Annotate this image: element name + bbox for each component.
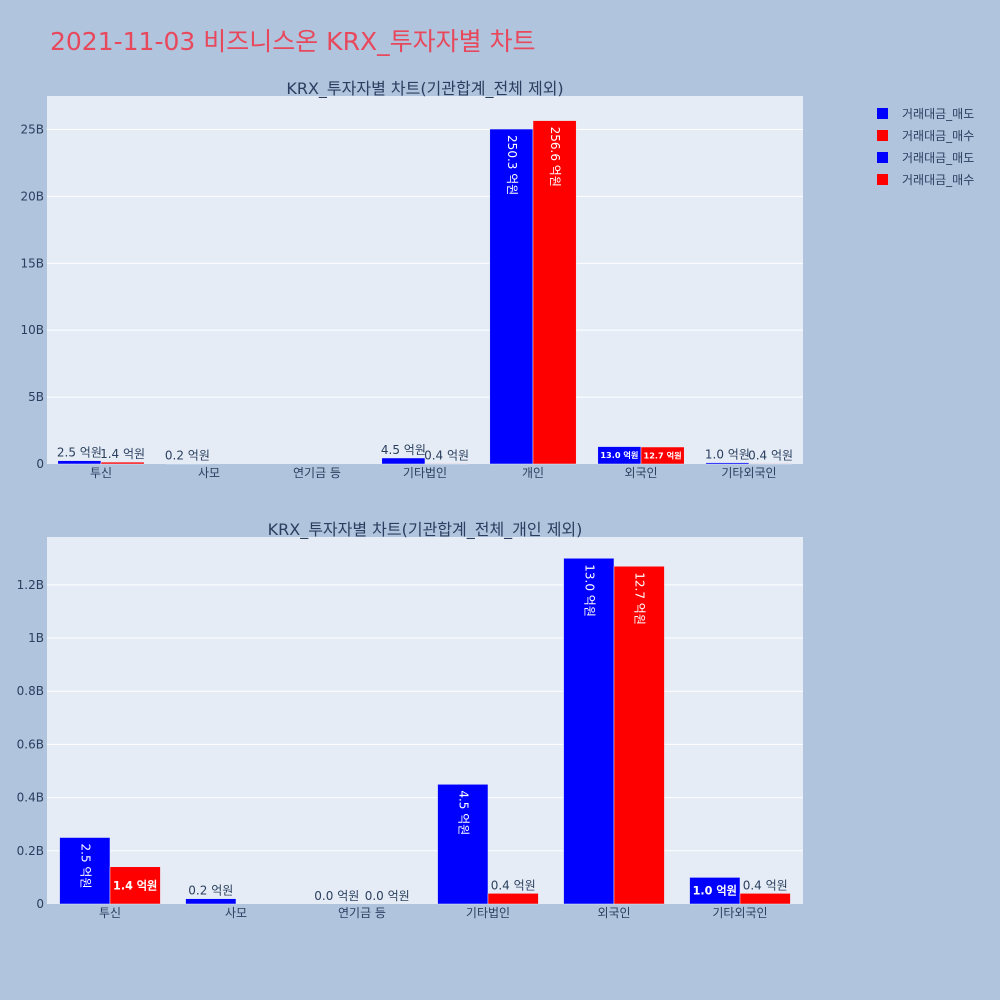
subplot-title: KRX_투자자별 차트(기관합계_전체_개인 제외) <box>268 520 583 540</box>
bar <box>437 784 489 905</box>
y-tick-label: 1.2B <box>17 578 44 592</box>
y-tick-label: 15B <box>20 256 44 270</box>
data-label: 0.2 억원 <box>165 449 210 463</box>
bar <box>59 837 111 905</box>
data-label: 0.4 억원 <box>424 448 469 462</box>
x-tick-label: 외국인 <box>624 466 657 480</box>
data-label: 2.5 억원 <box>78 844 92 889</box>
y-tick-label: 1B <box>28 631 44 645</box>
x-tick-label: 기타법인 <box>403 466 447 480</box>
chart-1: 0 5B 10B 15B 20B 25B KRX_투자자별 차트(기관합계_전체 제외) 투신… <box>20 79 803 480</box>
data-label: 13.0 억원 <box>582 564 596 617</box>
y-tick-label: 20B <box>20 189 44 203</box>
page-title: 2021-11-03 비즈니스온 KRX_투자자별 차트 <box>50 27 536 56</box>
x-tick-label: 사모 <box>198 466 220 480</box>
legend-label: 거래대금_매도 <box>902 151 974 165</box>
data-label: 1.4 억원 <box>100 447 145 461</box>
y-tick-label: 0.8B <box>17 684 44 698</box>
data-label: 13.0 억원 <box>600 450 638 460</box>
bar <box>100 461 145 465</box>
data-label: 0.0 억원 <box>314 889 359 903</box>
plot-area <box>47 537 803 904</box>
bar <box>563 558 615 905</box>
y-tick-label: 0.4B <box>17 791 44 805</box>
legend-label: 거래대금_매수 <box>902 173 974 187</box>
subplot-title: KRX_투자자별 차트(기관합계_전체 제외) <box>286 79 563 99</box>
bar <box>705 462 750 465</box>
x-tick-label: 기타외국인 <box>721 466 776 480</box>
data-label: 0.0 억원 <box>365 889 410 903</box>
bar <box>640 446 685 465</box>
data-label: 2.5 억원 <box>57 446 102 460</box>
legend-swatch <box>877 174 888 185</box>
bar <box>689 877 741 905</box>
x-tick-label: 투신 <box>90 466 112 480</box>
bar <box>424 463 469 465</box>
y-tick-label: 0 <box>36 897 44 911</box>
legend-label: 거래대금_매수 <box>902 129 974 143</box>
data-label: 4.5 억원 <box>381 443 426 457</box>
y-tick-label: 10B <box>20 323 44 337</box>
x-tick-label: 외국인 <box>597 906 630 920</box>
legend-swatch <box>877 152 888 163</box>
y-tick-label: 25B <box>20 122 44 136</box>
plot-area <box>47 96 803 464</box>
bar <box>532 120 577 465</box>
x-tick-label: 개인 <box>522 466 544 480</box>
data-label: 4.5 억원 <box>456 790 470 835</box>
data-label: 1.4 억원 <box>113 878 157 892</box>
chart-2: 0 0.2B 0.4B 0.6B 0.8B 1B 1.2B KRX_투자자별 차트(기관합계_… <box>17 520 803 920</box>
data-label: 250.3 억원 <box>505 135 519 195</box>
data-label: 0.4 억원 <box>743 878 788 892</box>
legend-label: 거래대금_매도 <box>902 107 974 121</box>
x-tick-label: 투신 <box>99 906 121 920</box>
data-label: 0.4 억원 <box>491 878 536 892</box>
bar <box>739 893 791 905</box>
x-tick-label: 연기금 등 <box>338 906 386 920</box>
data-label: 12.7 억원 <box>633 572 647 625</box>
x-tick-label: 연기금 등 <box>293 466 341 480</box>
bar <box>748 463 793 465</box>
bar <box>185 898 237 905</box>
bar <box>57 460 102 465</box>
bar <box>613 566 665 905</box>
y-tick-label: 0.2B <box>17 844 44 858</box>
y-tick-label: 0 <box>36 457 44 471</box>
legend-swatch <box>877 130 888 141</box>
data-label: 1.0 억원 <box>693 884 737 898</box>
data-label: 256.6 억원 <box>548 127 562 187</box>
x-tick-label: 기타법인 <box>466 906 510 920</box>
data-label: 12.7 억원 <box>644 450 682 460</box>
data-label: 1.0 억원 <box>705 448 750 462</box>
y-tick-label: 0.6B <box>17 737 44 751</box>
bar <box>487 893 539 905</box>
bar <box>109 866 161 905</box>
data-label: 0.2 억원 <box>188 884 233 898</box>
bar <box>489 128 534 465</box>
bar <box>381 457 426 465</box>
x-tick-label: 기타외국인 <box>712 906 767 920</box>
x-tick-label: 사모 <box>225 906 247 920</box>
data-label: 0.4 억원 <box>748 448 793 462</box>
y-tick-label: 5B <box>28 390 44 404</box>
legend-swatch <box>877 108 888 119</box>
